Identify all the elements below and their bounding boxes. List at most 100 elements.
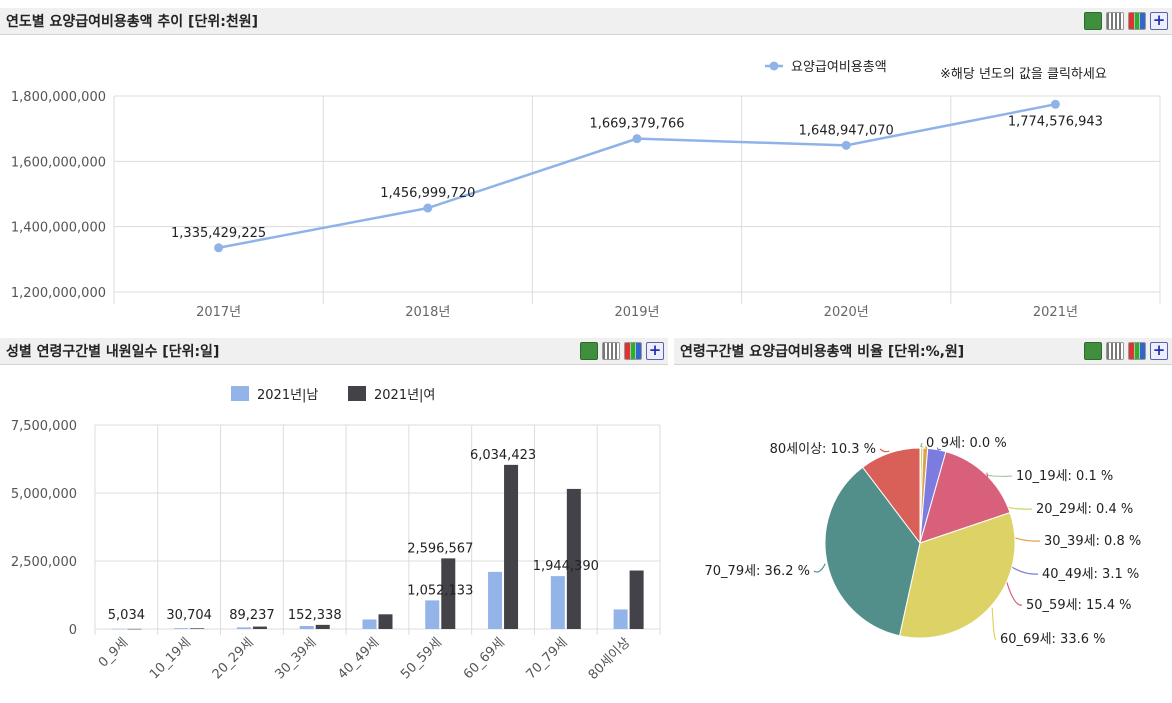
x-tick-label: 2017년 [196, 305, 241, 320]
pie-label: 80세이상: 10.3 % [770, 442, 876, 457]
y-tick-label: 1,200,000,000 [11, 286, 106, 301]
grid-icon[interactable] [1106, 342, 1124, 360]
bar [504, 464, 519, 629]
plus-icon[interactable]: + [646, 342, 664, 360]
chart-icon[interactable] [1128, 342, 1146, 360]
bar [111, 628, 126, 630]
pie-label: 10_19세: 0.1 % [1016, 469, 1113, 484]
x-tick-label: 70_79세 [524, 635, 571, 682]
data-label: 1,669,379,766 [589, 117, 684, 132]
pie-label: 0_9세: 0.0 % [926, 436, 1007, 451]
bar [127, 628, 142, 630]
line-panel-title: 연도별 요양급여비용총액 추이 [단위:천원] [6, 14, 258, 30]
bar [488, 571, 503, 629]
bar [299, 626, 314, 629]
legend-marker-icon [769, 61, 779, 71]
x-tick-label: 50_59세 [398, 635, 445, 682]
x-tick-label: 80세이상 [586, 635, 634, 683]
bar [190, 628, 205, 629]
bar [629, 570, 644, 629]
bar [236, 627, 251, 629]
bar [425, 600, 440, 629]
bar-panel-header: 성별 연령구간별 내원일수 [단위:일] + [0, 338, 668, 365]
x-tick-label: 0_9세 [96, 635, 131, 670]
bar-panel-title: 성별 연령구간별 내원일수 [단위:일] [6, 344, 220, 360]
data-point [841, 140, 851, 150]
pie-panel-title: 연령구간별 요양급여비용총액 비율 [단위:%,원] [680, 344, 965, 360]
y-tick-label: 2,500,000 [11, 555, 77, 570]
x-tick-label: 2020년 [824, 305, 869, 320]
click-year-note: ※해당 년도의 값을 클릭하세요 [940, 67, 1107, 82]
data-label: 30,704 [166, 608, 212, 623]
grid-icon[interactable] [1106, 12, 1124, 30]
bar-chart[interactable]: 0 2,500,000 5,000,000 7,500,000 0_9세 10_19세 20… [0, 365, 668, 703]
bar [362, 619, 377, 629]
plus-icon[interactable]: + [1150, 342, 1168, 360]
line-panel-header: 연도별 요양급여비용총액 추이 [단위:천원] + [0, 8, 1172, 35]
data-point [214, 243, 224, 253]
y-tick-label: 1,600,000,000 [11, 155, 106, 170]
data-label: 1,335,429,225 [171, 226, 266, 241]
legend-swatch [231, 386, 249, 401]
pie-slice [861, 447, 921, 545]
pie-chart[interactable]: 0_9세: 0.0 % 10_19세: 0.1 % 20_29세: 0.4 % 30_… [674, 365, 1172, 703]
plus-icon[interactable]: + [1150, 12, 1168, 30]
y-tick-label: 5,000,000 [11, 487, 77, 502]
data-label: 1,944,390 [533, 559, 599, 574]
y-tick-label: 0 [69, 623, 77, 638]
pie-slice [898, 511, 1016, 639]
data-label: 89,237 [229, 608, 275, 623]
data-label: 1,456,999,720 [380, 186, 475, 201]
pie-label: 60_69세: 33.6 % [1000, 632, 1106, 647]
x-tick-label: 40_49세 [335, 635, 382, 682]
line-chart[interactable]: 1,200,000,000 1,400,000,000 1,600,000,000 1… [0, 36, 1172, 336]
legend-label: 요양급여비용총액 [791, 60, 887, 75]
x-tick-label: 2018년 [405, 305, 450, 320]
pie-label: 40_49세: 3.1 % [1042, 567, 1139, 582]
y-tick-label: 1,400,000,000 [11, 221, 106, 236]
excel-icon[interactable] [1084, 342, 1102, 360]
bar [566, 488, 581, 629]
bar [378, 614, 393, 629]
pie-label: 50_59세: 15.4 % [1026, 598, 1132, 613]
excel-icon[interactable] [580, 342, 598, 360]
legend-label: 2021년|여 [374, 388, 435, 403]
grid-icon[interactable] [602, 342, 620, 360]
data-point [423, 203, 433, 213]
chart-icon[interactable] [1128, 12, 1146, 30]
x-tick-label: 2021년 [1033, 305, 1078, 320]
x-tick-label: 2019년 [614, 305, 659, 320]
pie-panel-toolbar: + [1084, 342, 1168, 360]
data-label: 1,648,947,070 [799, 123, 894, 138]
pie-label: 20_29세: 0.4 % [1036, 502, 1133, 517]
data-point [632, 134, 642, 144]
pie-slice [824, 466, 921, 637]
legend-swatch [348, 386, 366, 401]
pie-leader-line [991, 607, 997, 640]
data-label: 2,596,567 [407, 541, 473, 556]
chart-icon[interactable] [624, 342, 642, 360]
line-panel-toolbar: + [1084, 12, 1168, 30]
x-tick-label: 60_69세 [461, 635, 508, 682]
data-label: 152,338 [288, 608, 342, 623]
y-tick-label: 1,800,000,000 [11, 90, 106, 105]
bar [315, 624, 330, 629]
y-tick-label: 7,500,000 [11, 419, 77, 434]
legend-label: 2021년|남 [257, 388, 318, 403]
bar [550, 576, 565, 629]
data-label: 5,034 [108, 608, 145, 623]
pie-leader-line [879, 448, 890, 453]
data-point [1050, 99, 1060, 109]
bar [441, 558, 456, 629]
bar [174, 628, 189, 629]
x-tick-label: 30_39세 [272, 635, 319, 682]
data-label: 1,052,133 [407, 583, 473, 598]
pie-leader-line [813, 563, 826, 573]
data-label: 6,034,423 [470, 448, 536, 463]
bar-panel-toolbar: + [580, 342, 664, 360]
data-label: 1,774,576,943 [1008, 114, 1103, 129]
excel-icon[interactable] [1084, 12, 1102, 30]
bar [252, 626, 267, 629]
pie-leader-line [919, 442, 923, 447]
x-tick-label: 20_29세 [210, 635, 257, 682]
